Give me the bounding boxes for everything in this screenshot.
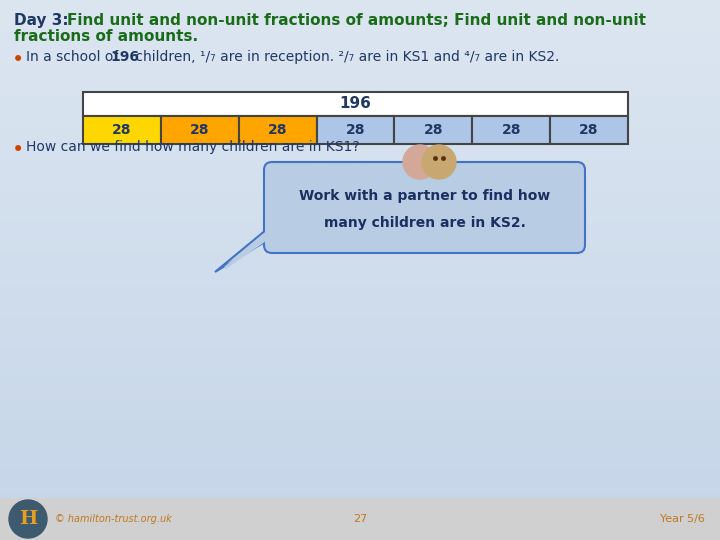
Bar bbox=[317, 116, 395, 144]
Bar bbox=[0, 498, 720, 540]
Text: H: H bbox=[19, 510, 37, 528]
Polygon shape bbox=[215, 225, 272, 272]
Text: 28: 28 bbox=[112, 123, 132, 137]
Bar bbox=[550, 116, 628, 144]
Text: Work with a partner to find how: Work with a partner to find how bbox=[299, 189, 550, 203]
Text: 196: 196 bbox=[110, 50, 139, 64]
Bar bbox=[161, 116, 239, 144]
Text: 28: 28 bbox=[501, 123, 521, 137]
Bar bbox=[395, 116, 472, 144]
Circle shape bbox=[403, 145, 437, 179]
Bar bbox=[239, 116, 317, 144]
Polygon shape bbox=[225, 228, 272, 268]
Text: many children are in KS2.: many children are in KS2. bbox=[323, 215, 526, 230]
Text: How can we find how many children are in KS1?: How can we find how many children are in… bbox=[26, 140, 359, 154]
Text: 28: 28 bbox=[580, 123, 599, 137]
Text: 196: 196 bbox=[340, 97, 372, 111]
Text: Find unit and non-unit fractions of amounts; Find unit and non-unit: Find unit and non-unit fractions of amou… bbox=[67, 13, 646, 28]
FancyBboxPatch shape bbox=[264, 162, 585, 253]
Text: In a school of: In a school of bbox=[26, 50, 122, 64]
Text: fractions of amounts.: fractions of amounts. bbox=[14, 29, 198, 44]
Text: Year 5/6: Year 5/6 bbox=[660, 514, 705, 524]
Text: •: • bbox=[12, 50, 24, 70]
Bar bbox=[83, 92, 628, 116]
Circle shape bbox=[9, 500, 47, 538]
Text: children, ¹/₇ are in reception. ²/₇ are in KS1 and ⁴/₇ are in KS2.: children, ¹/₇ are in reception. ²/₇ are … bbox=[131, 50, 559, 64]
Text: 28: 28 bbox=[346, 123, 365, 137]
Text: 28: 28 bbox=[268, 123, 287, 137]
Text: 28: 28 bbox=[190, 123, 210, 137]
Bar bbox=[83, 116, 161, 144]
Text: 27: 27 bbox=[353, 514, 367, 524]
Text: © hamilton-trust.org.uk: © hamilton-trust.org.uk bbox=[55, 514, 172, 524]
Bar bbox=[472, 116, 550, 144]
Text: •: • bbox=[12, 140, 24, 160]
Circle shape bbox=[422, 145, 456, 179]
Text: 28: 28 bbox=[423, 123, 443, 137]
Text: Day 3:: Day 3: bbox=[14, 13, 74, 28]
